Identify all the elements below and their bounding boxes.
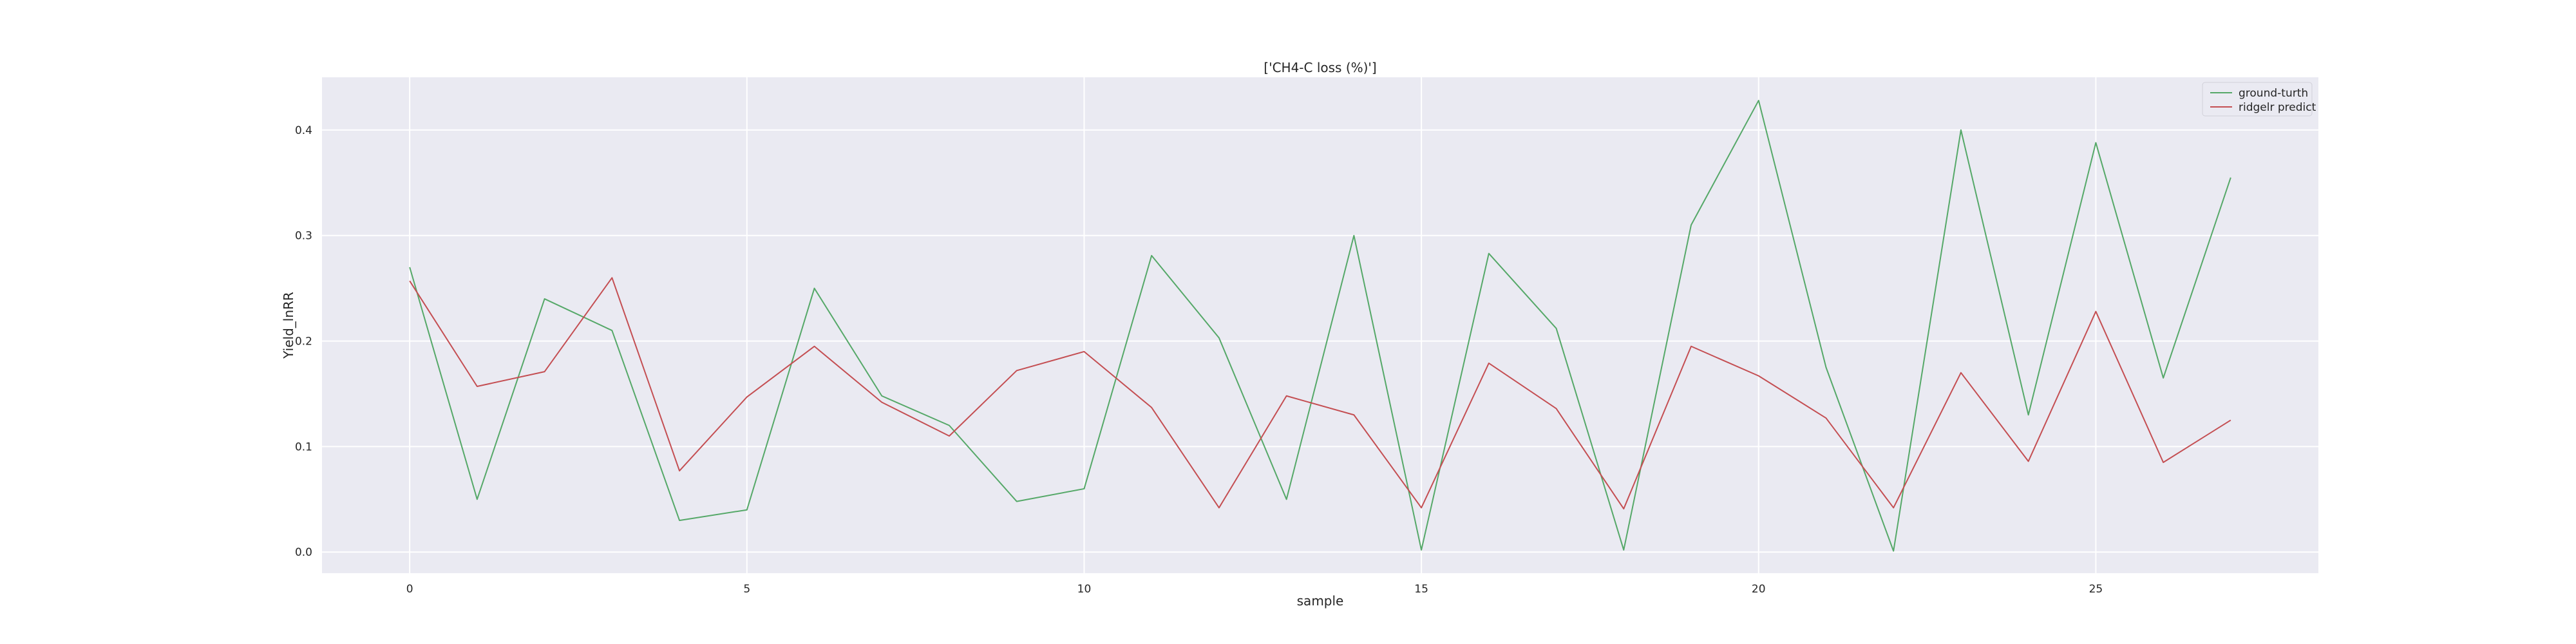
y-tick-label: 0.4 — [295, 124, 312, 137]
y-axis-label: Yield_lnRR — [281, 292, 296, 359]
series-layer — [409, 100, 2231, 552]
series-line-ground-truth — [409, 100, 2231, 552]
series-line-prediction — [409, 277, 2231, 510]
y-tick-label: 0.0 — [295, 546, 312, 559]
plot-area — [322, 77, 2318, 573]
legend-label: ground-turth — [2239, 87, 2308, 100]
chart-title: ['CH4-C loss (%)'] — [1264, 60, 1376, 75]
y-tick-label: 0.1 — [295, 440, 312, 453]
x-tick-label: 25 — [2089, 583, 2103, 596]
y-tick-labels: 0.0 0.1 0.2 0.3 0.4 — [295, 124, 312, 559]
x-tick-label: 0 — [406, 583, 413, 596]
x-tick-label: 5 — [743, 583, 750, 596]
x-axis-label: sample — [1297, 593, 1344, 609]
x-tick-label: 20 — [1752, 583, 1766, 596]
x-tick-label: 15 — [1414, 583, 1428, 596]
legend-label: ridgelr predict — [2239, 101, 2316, 114]
x-tick-label: 10 — [1077, 583, 1092, 596]
y-tick-label: 0.2 — [295, 336, 312, 348]
x-tick-labels: 0 5 10 15 20 25 — [406, 583, 2103, 596]
y-tick-label: 0.3 — [295, 230, 312, 243]
